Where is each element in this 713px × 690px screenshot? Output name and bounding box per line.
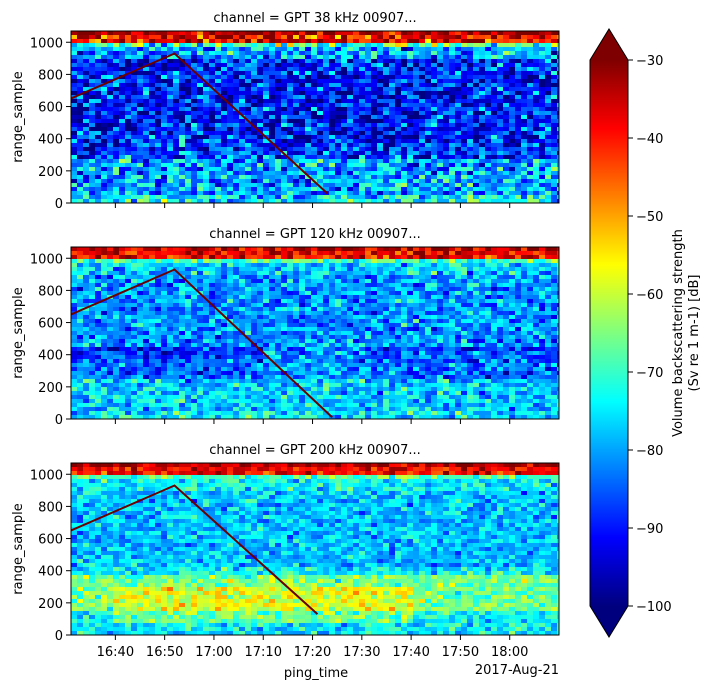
y-tick-label: 1000 (30, 468, 63, 483)
x-tick-label: 16:50 (146, 645, 183, 660)
x-tick-label: 17:50 (442, 645, 479, 660)
y-tick-label: 200 (38, 381, 63, 396)
overlay-track-line (71, 484, 319, 615)
plot-frame (70, 30, 560, 204)
colorbar-tick-label: −100 (636, 600, 672, 615)
overlay-track-line (71, 268, 333, 419)
overlay-track-line (71, 52, 328, 195)
colorbar-tick-label: −60 (636, 288, 663, 303)
y-tick-label: 600 (38, 101, 63, 116)
y-tick-label: 200 (38, 597, 63, 612)
colorbar-extend-bottom (590, 606, 628, 637)
x-tick-label: 18:00 (491, 645, 528, 660)
colorbar-tick-label: −30 (636, 54, 663, 69)
y-tick-label: 1000 (30, 36, 63, 51)
x-tick-label: 17:30 (343, 645, 380, 660)
y-tick-label: 0 (55, 413, 63, 428)
x-tick-label: 16:40 (97, 645, 134, 660)
y-tick-label: 1000 (30, 252, 63, 267)
colorbar-tick-label: −40 (636, 132, 663, 147)
colorbar: −30 −40 −50 −60 −70 −80 −90 −100 Volume backsca… (589, 28, 702, 638)
colorbar-tick-label: −50 (636, 210, 663, 225)
plot-frame (70, 462, 560, 636)
x-tick-label: 17:10 (245, 645, 282, 660)
y-tick-label: 0 (55, 197, 63, 212)
y-tick-label: 0 (55, 629, 63, 644)
date-label: 2017-Aug-21 (475, 663, 559, 678)
x-tick-label: 17:00 (195, 645, 232, 660)
echogram-panel-3: channel = GPT 200 kHz 00907... 0 200 400 600… (11, 443, 560, 660)
plot-frame (70, 246, 560, 420)
echogram-panels: channel = GPT 38 kHz 00907... 0 200 400 600 8… (11, 11, 560, 660)
x-tick-label: 17:20 (294, 645, 331, 660)
y-tick-label: 400 (38, 349, 63, 364)
colorbar-tick-label: −70 (636, 366, 663, 381)
y-tick-label: 600 (38, 533, 63, 548)
echogram-panel-1: channel = GPT 38 kHz 00907... 0 200 400 600 8… (11, 11, 560, 212)
y-axis-label: range_sample (11, 287, 26, 379)
echogram-heatmap (71, 463, 559, 635)
y-axis-label: range_sample (11, 503, 26, 595)
x-tick-label: 17:40 (392, 645, 429, 660)
y-tick-label: 600 (38, 317, 63, 332)
colorbar-extend-top (590, 29, 628, 60)
colorbar-label-line2: (Sv re 1 m-1) [dB] (687, 275, 702, 392)
colorbar-tick-label: −90 (636, 522, 663, 537)
colorbar-ticks: −30 −40 −50 −60 −70 −80 −90 −100 (628, 54, 672, 615)
panel-title: channel = GPT 120 kHz 00907... (209, 227, 421, 242)
panel-title: channel = GPT 38 kHz 00907... (213, 11, 416, 26)
y-tick-label: 800 (38, 284, 63, 299)
y-tick-label: 200 (38, 165, 63, 180)
x-axis-label: ping_time (284, 666, 348, 681)
y-tick-label: 400 (38, 565, 63, 580)
y-tick-label: 800 (38, 68, 63, 83)
y-tick-label: 800 (38, 500, 63, 515)
panel-title: channel = GPT 200 kHz 00907... (209, 443, 421, 458)
colorbar-tick-label: −80 (636, 444, 663, 459)
echogram-panel-2: channel = GPT 120 kHz 00907... 0 200 400 600… (11, 227, 560, 428)
echogram-heatmap (71, 31, 559, 203)
y-axis-label: range_sample (11, 71, 26, 163)
echogram-heatmap (71, 247, 559, 419)
y-tick-label: 400 (38, 133, 63, 148)
colorbar-label-line1: Volume backscattering strength (671, 229, 686, 437)
colorbar-gradient (590, 60, 628, 606)
